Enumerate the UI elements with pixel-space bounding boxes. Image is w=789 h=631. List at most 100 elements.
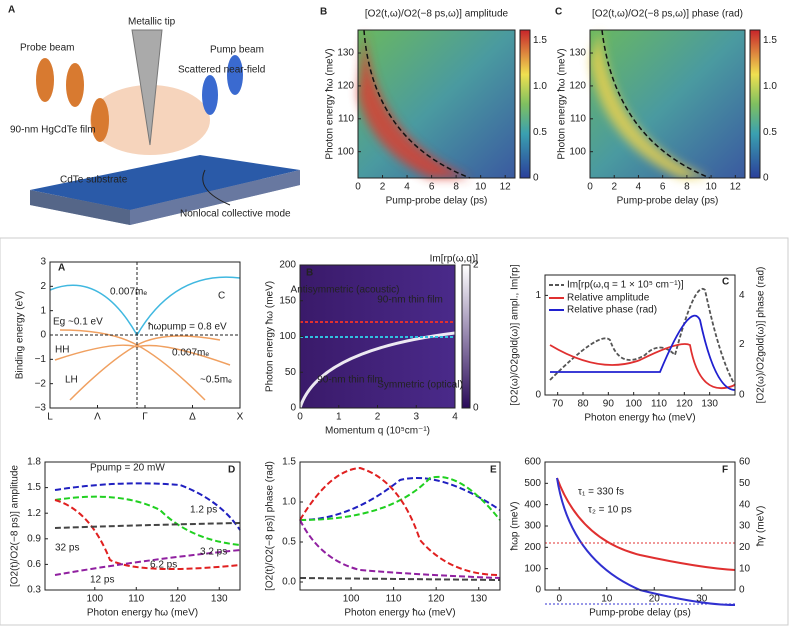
y-tick-label: 100 xyxy=(279,331,296,342)
colorbar-tick-label: 2 xyxy=(473,260,479,271)
fit-curves xyxy=(54,466,736,606)
annotation: Eg ~0.1 eV xyxy=(53,317,103,328)
x-tick-label: Λ xyxy=(94,412,101,423)
x-tick-label: 100 xyxy=(86,594,103,605)
x-axis-label: Momentum q (10⁵cm⁻¹) xyxy=(325,426,430,437)
y-tick-label: −3 xyxy=(35,403,47,414)
y2-tick-label: 0 xyxy=(739,585,745,596)
x-axis-label: Pump-probe delay (ps) xyxy=(589,608,691,619)
y-axis-label: [O2(t)/O2(−8 ps)] amplitude xyxy=(10,465,21,587)
x-tick-label: 30 xyxy=(696,594,708,605)
x-tick-label: 0 xyxy=(556,594,562,605)
y-tick-label: 110 xyxy=(338,113,354,124)
x-tick-label: 100 xyxy=(625,399,642,410)
y2-axis-label: [O2(ω)/O2gold(ω)] phase (rad) xyxy=(756,267,767,404)
x-axis-label: Pump-probe delay (ps) xyxy=(617,196,719,207)
y-tick-label: 200 xyxy=(279,260,296,271)
x-tick-label: 70 xyxy=(552,399,564,410)
y-tick-label: 1.5 xyxy=(282,457,296,468)
x-tick-label: 110 xyxy=(386,594,402,605)
bottom-frame xyxy=(0,237,789,626)
x-tick-label: 6 xyxy=(660,182,666,193)
y2-tick-label: 20 xyxy=(739,542,751,553)
annotation: Antisymmetric (acoustic) xyxy=(291,285,400,296)
annotation: 6.2 ps xyxy=(150,560,177,571)
y2-tick-label: 10 xyxy=(739,563,751,574)
annotation: 90-nm HgCdTe film xyxy=(10,125,96,136)
x-tick-label: 8 xyxy=(453,182,459,193)
colorbar xyxy=(461,264,471,409)
colorbar-tick-label: 1.0 xyxy=(763,81,777,92)
y-tick-label: 1 xyxy=(40,305,46,316)
y-tick-label: 1.2 xyxy=(27,508,41,519)
x-tick-label: 0 xyxy=(355,182,361,193)
x-tick-label: 120 xyxy=(428,594,445,605)
x-tick-label: 100 xyxy=(343,594,360,605)
x-tick-label: 110 xyxy=(651,399,667,410)
y2-tick-label: 30 xyxy=(739,521,751,532)
x-tick-label: 12 xyxy=(730,182,742,193)
annotation: CdTe substrate xyxy=(60,175,128,186)
x-tick-label: 10 xyxy=(706,182,718,193)
colorbar-tick-label: 0 xyxy=(473,403,479,414)
y-tick-label: 2 xyxy=(40,281,46,292)
annotation: HH xyxy=(55,345,69,356)
annotation: Metallic tip xyxy=(128,17,176,28)
y-tick-label: 3 xyxy=(40,257,46,268)
colorbar xyxy=(749,29,761,179)
x-tick-label: Δ xyxy=(189,412,196,423)
colorbar-tick-label: 0.5 xyxy=(763,127,777,138)
x-tick-label: 120 xyxy=(169,594,186,605)
annotation: 1.2 ps xyxy=(190,505,217,516)
annotation: C xyxy=(218,291,225,302)
y-tick-label: 0 xyxy=(40,330,46,341)
annotation: Pump beam xyxy=(210,45,264,56)
annotation: 3.2 ps xyxy=(200,547,227,558)
plot-frame xyxy=(544,461,736,591)
plot-frame xyxy=(589,29,746,179)
y-tick-label: 0.0 xyxy=(282,577,296,588)
x-tick-label: 2 xyxy=(611,182,617,193)
panel-label: A xyxy=(8,5,15,16)
colorbar-tick-label: 1.5 xyxy=(763,35,777,46)
y2-tick-label: 50 xyxy=(739,478,751,489)
x-tick-label: 8 xyxy=(684,182,690,193)
y-tick-label: −1 xyxy=(35,354,47,365)
annotation: Ppump = 20 mW xyxy=(90,463,165,474)
panel-label: F xyxy=(722,465,728,476)
x-tick-label: 4 xyxy=(404,182,410,193)
annotation: 0.007mₑ xyxy=(172,348,209,359)
y-axis-label: Binding energy (eV) xyxy=(15,291,26,379)
panel-title: [O2(t,ω)/O2(−8 ps,ω)] amplitude xyxy=(365,9,509,20)
annotation: ħωpump = 0.8 eV xyxy=(148,322,227,333)
x-tick-label: 10 xyxy=(601,594,613,605)
colorbar-tick-label: 0.5 xyxy=(533,127,547,138)
y-tick-label: 500 xyxy=(524,478,541,489)
y-tick-label: 0.3 xyxy=(27,585,41,596)
plot-frame xyxy=(357,29,516,179)
x-tick-label: L xyxy=(47,412,53,423)
colorbar-tick-label: 0 xyxy=(763,173,769,184)
annotation: Im[rp(ω,q = 1 × 10⁵ cm⁻¹)] xyxy=(567,280,684,291)
x-tick-label: 3 xyxy=(413,412,419,423)
y-tick-label: 130 xyxy=(569,48,586,59)
x-axis-label: Photon energy ħω (meV) xyxy=(344,608,455,619)
panel-label: D xyxy=(228,465,235,476)
y-axis-label: Photon energy ħω (meV) xyxy=(557,48,568,159)
panel-label: B xyxy=(320,7,327,18)
y-tick-label: 200 xyxy=(524,542,541,553)
y-tick-label: 1.5 xyxy=(27,482,41,493)
panel-title: [O2(t,ω)/O2(−8 ps,ω)] phase (rad) xyxy=(592,9,743,20)
annotation: τ₁ = 330 fs xyxy=(578,487,624,498)
y-tick-label: 0.9 xyxy=(27,533,41,544)
colorbar-tick-label: 0 xyxy=(533,173,539,184)
annotation: τ₂ = 10 ps xyxy=(588,505,632,516)
x-tick-label: 2 xyxy=(380,182,386,193)
y-tick-label: 100 xyxy=(337,146,354,157)
y-tick-label: 120 xyxy=(569,81,586,92)
panel-label: B xyxy=(306,268,313,279)
annotation: 90-nm thin film xyxy=(377,295,443,306)
x-tick-label: 2 xyxy=(375,412,381,423)
x-tick-label: 90 xyxy=(603,399,615,410)
